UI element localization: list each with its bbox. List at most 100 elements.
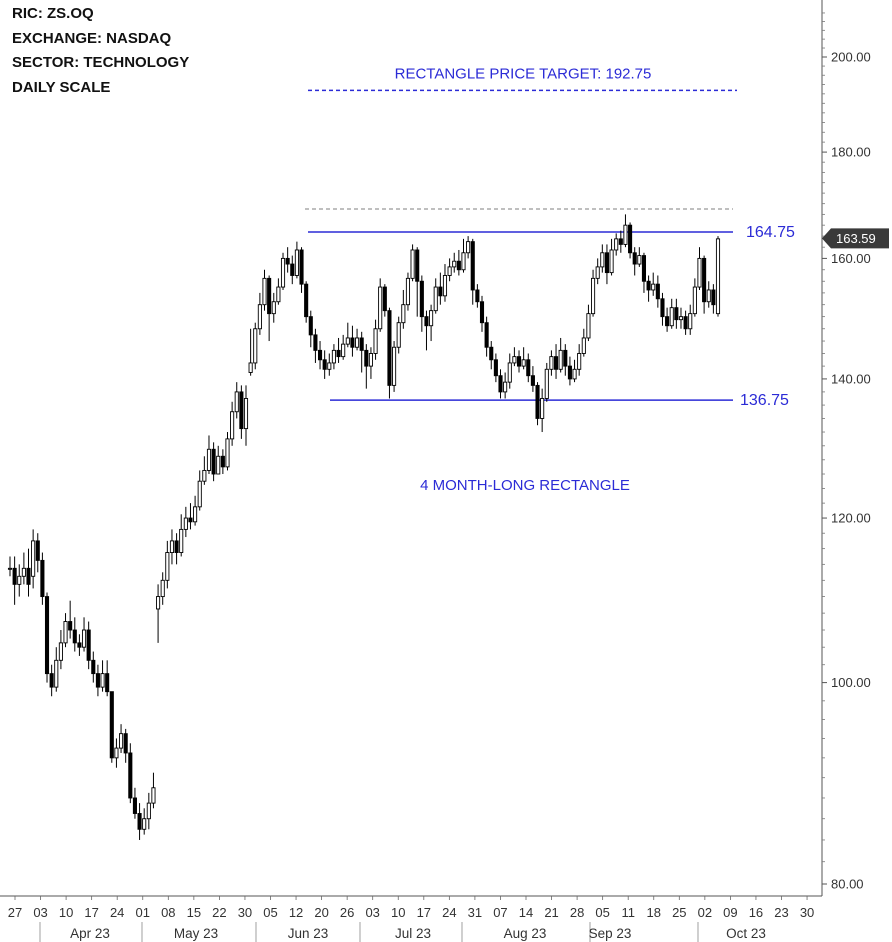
date-tick-label: 07 <box>493 905 507 920</box>
candle-body <box>86 629 91 661</box>
candle <box>632 247 637 276</box>
candle-body <box>711 289 716 306</box>
candle <box>91 651 96 683</box>
date-tick-label: 02 <box>698 905 712 920</box>
candle <box>498 369 503 399</box>
candle-body <box>507 362 512 383</box>
candle-body <box>313 334 318 351</box>
candle <box>188 503 193 530</box>
rectangle-pattern-label: 4 MONTH-LONG RECTANGLE <box>420 477 630 494</box>
candle <box>132 787 137 819</box>
candle <box>197 470 202 511</box>
candle <box>711 284 716 314</box>
candle <box>109 691 114 763</box>
candle-body <box>466 241 471 254</box>
candle <box>350 325 355 357</box>
price-tick-label: 200.00 <box>831 50 871 65</box>
month-label: May 23 <box>174 926 218 941</box>
price-tick-label: 180.00 <box>831 145 871 160</box>
date-tick-label: 08 <box>161 905 175 920</box>
date-tick-label: 03 <box>365 905 379 920</box>
date-tick-label: 11 <box>621 905 635 920</box>
candle-body <box>489 346 494 361</box>
candle-body <box>479 301 485 324</box>
candle <box>702 255 707 314</box>
date-tick-label: 18 <box>647 905 661 920</box>
candle <box>40 552 45 605</box>
candle-body <box>660 298 665 318</box>
candle-body <box>206 448 212 471</box>
candle-body <box>202 469 207 482</box>
candle-body <box>26 567 31 585</box>
candle <box>433 278 438 314</box>
candle <box>331 344 336 370</box>
candle-body <box>600 252 605 268</box>
candle <box>156 584 161 643</box>
candle-body <box>304 283 309 318</box>
candle-body <box>484 322 489 348</box>
candle <box>577 344 582 376</box>
month-label: Oct 23 <box>726 926 766 941</box>
candle <box>591 269 596 317</box>
candle-body <box>382 286 387 312</box>
candle <box>137 803 142 840</box>
candle-body <box>276 286 281 303</box>
candle <box>438 272 443 305</box>
candle <box>26 548 31 597</box>
candle-body <box>493 359 498 377</box>
candle-body <box>688 313 693 330</box>
candle <box>119 724 124 753</box>
last-price-badge: 163.59 <box>822 228 889 249</box>
scale-label: DAILY SCALE <box>12 78 111 96</box>
candle <box>692 278 697 317</box>
candle <box>706 281 711 308</box>
candle <box>665 307 670 332</box>
candle-body <box>392 346 397 386</box>
candle <box>475 284 480 308</box>
candle <box>230 401 235 446</box>
candle <box>535 382 540 426</box>
candle-body <box>563 349 568 367</box>
candle <box>392 341 397 392</box>
candle-body <box>521 359 526 367</box>
candle-body <box>211 448 216 475</box>
candle <box>174 533 179 565</box>
candle-body <box>378 286 383 330</box>
candle <box>637 247 642 267</box>
last-price-badge-shape <box>822 228 889 249</box>
candle <box>220 449 225 475</box>
candle <box>206 435 212 475</box>
candle <box>479 295 485 332</box>
date-tick-label: 14 <box>519 905 533 920</box>
candle <box>257 292 262 335</box>
candle-body <box>447 266 452 276</box>
candle <box>396 316 401 354</box>
candle-body <box>442 275 448 297</box>
candle <box>641 252 647 293</box>
date-tick-label: 09 <box>723 905 737 920</box>
candle-body <box>715 238 721 315</box>
candle-body <box>248 362 253 373</box>
candle <box>17 564 22 597</box>
candle <box>466 236 471 259</box>
date-tick-label: 25 <box>672 905 686 920</box>
candle <box>660 292 665 326</box>
month-label: Aug 23 <box>504 926 547 941</box>
candle <box>452 252 457 273</box>
candle <box>526 353 531 383</box>
candle-body <box>193 506 198 523</box>
price-tick-label: 140.00 <box>831 371 871 386</box>
candle-body <box>702 257 707 303</box>
candle <box>558 337 563 373</box>
candle-body <box>591 277 596 315</box>
candle <box>604 244 609 285</box>
candle <box>169 529 175 565</box>
candle-body <box>553 356 559 370</box>
candle <box>623 214 628 248</box>
candle-body <box>433 286 438 312</box>
candle-body <box>535 384 540 419</box>
candle-body <box>54 659 59 688</box>
candle-body <box>77 642 82 648</box>
candle <box>183 506 188 538</box>
candle <box>151 772 156 809</box>
